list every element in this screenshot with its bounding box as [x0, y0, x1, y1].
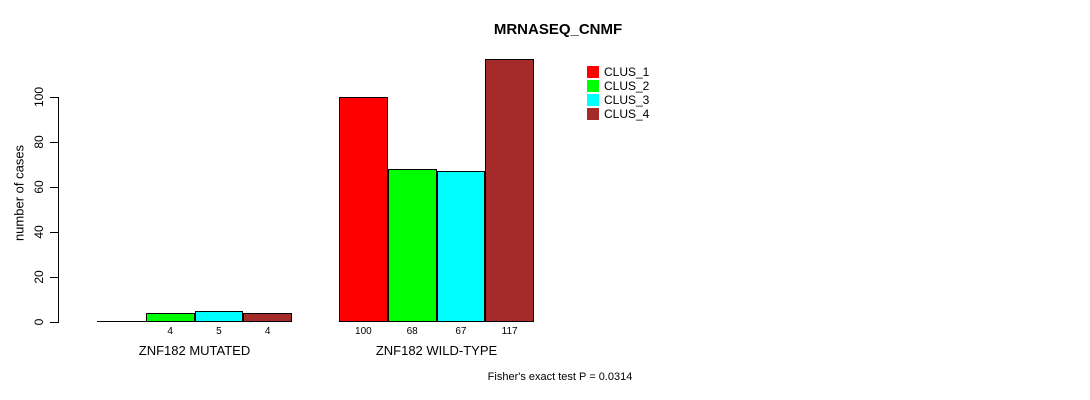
y-axis-tick-label: 40 [32, 225, 46, 239]
legend-label: CLUS_3 [604, 93, 650, 107]
category-label: ZNF182 MUTATED [138, 343, 251, 358]
bar-clus_2 [387, 169, 437, 322]
bar-value-label: 4 [264, 326, 271, 337]
y-axis-line [58, 97, 59, 323]
legend-label: CLUS_1 [604, 65, 650, 79]
legend: CLUS_1 CLUS_2 CLUS_3 CLUS_4 [587, 65, 649, 121]
y-axis-tick-label: 0 [32, 318, 46, 326]
bar-clus_2 [145, 313, 195, 322]
legend-item-clus_4: CLUS_4 [587, 107, 649, 121]
bar-value-label: 5 [216, 326, 222, 337]
y-axis-tick [50, 97, 58, 98]
legend-swatch-clus_4 [587, 108, 599, 120]
y-axis-tick [50, 142, 58, 143]
y-axis-label: number of cases [11, 144, 27, 242]
legend-swatch-clus_2 [587, 80, 599, 92]
legend-item-clus_1: CLUS_1 [587, 65, 649, 79]
y-axis-tick-label: 20 [32, 270, 46, 284]
bar-value-label: 117 [501, 326, 518, 337]
y-axis-tick [50, 232, 58, 233]
y-axis-tick [50, 322, 58, 323]
y-axis-tick-label: 80 [32, 135, 46, 149]
bar-clus_1 [339, 97, 388, 322]
bar-clus_4 [485, 58, 534, 322]
legend-item-clus_3: CLUS_3 [587, 93, 649, 107]
legend-label: CLUS_4 [604, 107, 650, 121]
legend-swatch-clus_3 [587, 94, 599, 106]
category-label: ZNF182 WILD-TYPE [375, 343, 498, 358]
bar-clus_3 [436, 171, 486, 322]
bar-clus_3 [194, 310, 244, 322]
y-axis-tick-label: 100 [32, 86, 46, 108]
legend-swatch-clus_1 [587, 66, 599, 78]
bar-clus_1-zero [97, 321, 146, 322]
chart-title: MRNASEQ_CNMF [493, 21, 623, 38]
y-axis-tick-label: 60 [32, 180, 46, 194]
bar-value-label: 67 [455, 326, 467, 337]
bar-clus_4 [243, 313, 292, 322]
legend-label: CLUS_2 [604, 79, 650, 93]
bar-value-label: 68 [406, 326, 418, 337]
bar-value-label: 4 [167, 326, 173, 337]
bar-value-label: 100 [355, 326, 372, 337]
fisher-test-annotation: Fisher's exact test P = 0.0314 [487, 371, 633, 383]
legend-item-clus_2: CLUS_2 [587, 79, 649, 93]
y-axis-tick [50, 187, 58, 188]
y-axis-tick [50, 277, 58, 278]
